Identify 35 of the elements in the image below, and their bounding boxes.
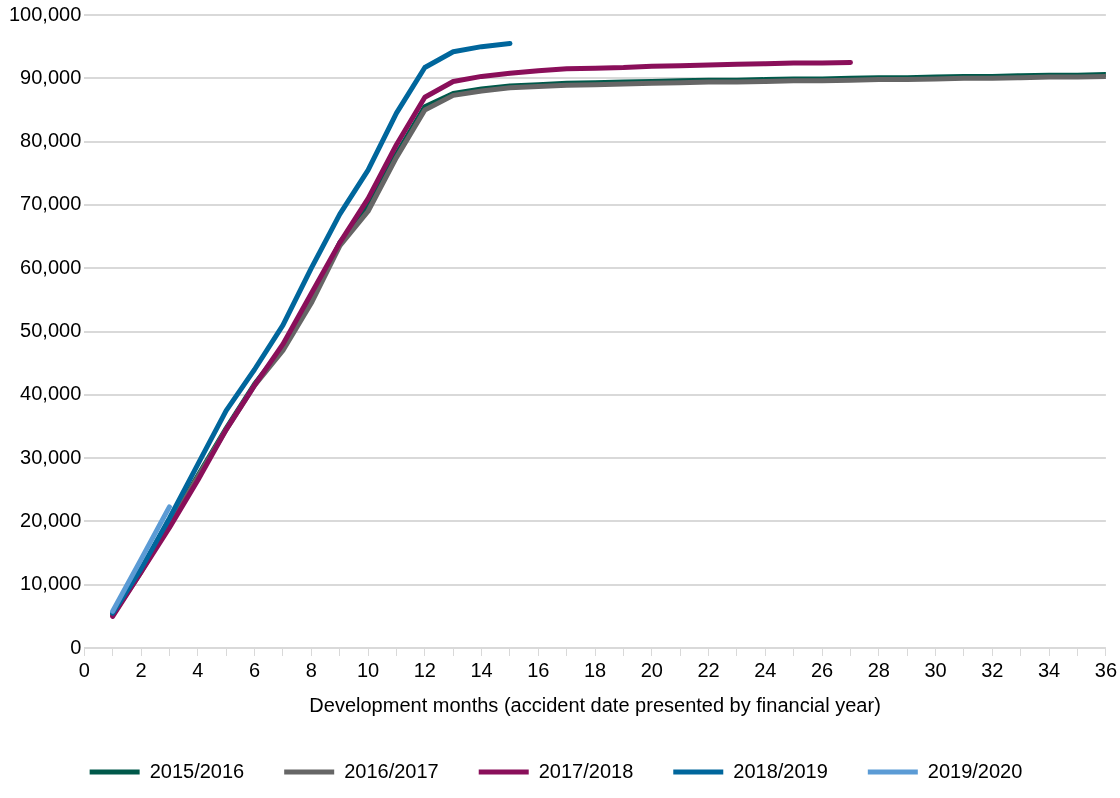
y-tick-label: 90,000: [20, 65, 82, 88]
x-tick-label: 10: [356, 658, 380, 681]
x-tick-label: 36: [1094, 658, 1117, 681]
x-tick-label: 20: [640, 658, 663, 681]
y-tick-label: 0: [70, 635, 82, 658]
x-tick-label: 14: [470, 658, 493, 681]
x-tick-label: 6: [249, 658, 261, 681]
x-tick-label: 32: [981, 658, 1004, 681]
y-tick-label: 100,000: [9, 2, 82, 25]
x-tick-label: 8: [305, 658, 317, 681]
legend-label: 2018/2019: [733, 759, 828, 782]
legend-label: 2017/2018: [538, 759, 634, 782]
x-tick-label: 4: [192, 658, 204, 681]
x-tick-label: 12: [413, 658, 436, 681]
x-tick-label: 16: [527, 658, 550, 681]
y-tick-label: 70,000: [20, 192, 82, 215]
y-tick-label: 60,000: [20, 255, 82, 278]
y-tick-label: 10,000: [20, 572, 82, 595]
legend-label: 2015/2016: [149, 759, 245, 782]
y-tick-label: 20,000: [20, 508, 82, 531]
x-tick-label: 24: [754, 658, 777, 681]
legend-label: 2016/2017: [344, 759, 439, 782]
x-tick-label: 2: [135, 658, 147, 681]
y-tick-label: 80,000: [20, 129, 82, 152]
x-axis-title: Development months (accident date presented by financial year): [309, 693, 881, 716]
y-tick-label: 50,000: [20, 319, 82, 342]
x-tick-label: 18: [583, 658, 607, 681]
x-tick-label: 30: [924, 658, 947, 681]
x-tick-label: 22: [697, 658, 720, 681]
y-tick-label: 30,000: [20, 445, 82, 468]
x-tick-label: 34: [1038, 658, 1061, 681]
x-tick-label: 28: [867, 658, 890, 681]
legend-label: 2019/2020: [927, 759, 1023, 782]
x-tick-label: 26: [810, 658, 834, 681]
y-tick-label: 40,000: [20, 382, 82, 405]
